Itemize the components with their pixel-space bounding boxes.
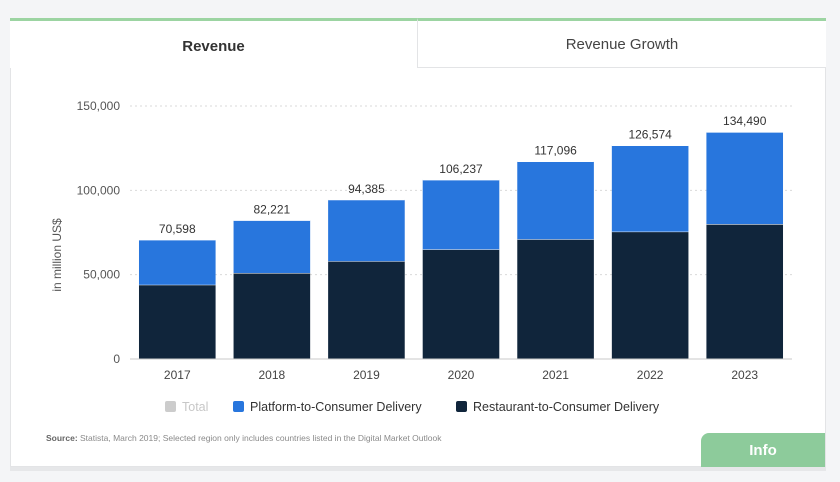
- x-tick-label-2020: 2020: [448, 368, 475, 382]
- bar-platform-to-consumer-delivery-2021[interactable]: [517, 161, 594, 240]
- y-tick-label: 150,000: [77, 99, 121, 113]
- data-label-2018: 82,221: [254, 202, 291, 216]
- x-tick-label-2022: 2022: [637, 368, 664, 382]
- legend-label-total: Total: [182, 400, 209, 414]
- bar-platform-to-consumer-delivery-2023[interactable]: [706, 132, 784, 225]
- data-label-2021: 117,096: [534, 143, 577, 157]
- bar-restaurant-to-consumer-delivery-2023[interactable]: [706, 224, 784, 359]
- legend-swatch-platform-to-consumer: [233, 401, 244, 412]
- source-label: Source:: [46, 433, 78, 443]
- legend-item-platform-to-consumer[interactable]: Platform-to-Consumer Delivery: [233, 397, 422, 417]
- card-bottom-edge: [10, 467, 826, 471]
- bar-platform-to-consumer-delivery-2019[interactable]: [328, 199, 405, 262]
- y-tick-label: 0: [113, 352, 120, 366]
- data-labels: 70,598 82,221 94,385 106,237 117,096 126,574 1…: [159, 114, 767, 236]
- bar-platform-to-consumer-delivery-2018[interactable]: [233, 220, 311, 273]
- bar-platform-to-consumer-delivery-2022[interactable]: [611, 145, 689, 232]
- bar-restaurant-to-consumer-delivery-2017[interactable]: [138, 284, 216, 359]
- data-label-2019: 94,385: [348, 182, 385, 196]
- bar-restaurant-to-consumer-delivery-2018[interactable]: [233, 272, 311, 359]
- x-tick-label-2023: 2023: [731, 368, 758, 382]
- stacked-bar-chart: 70,598 82,221 94,385 106,237 117,096 126,574 1…: [50, 99, 792, 382]
- legend-label-platform-to-consumer: Platform-to-Consumer Delivery: [250, 400, 422, 414]
- data-label-2022: 126,574: [628, 128, 672, 142]
- tab-revenue[interactable]: Revenue: [10, 18, 417, 68]
- legend-item-total[interactable]: Total: [165, 397, 208, 417]
- bar-restaurant-to-consumer-delivery-2021[interactable]: [517, 239, 594, 359]
- data-label-2023: 134,490: [723, 114, 767, 128]
- bar-restaurant-to-consumer-delivery-2019[interactable]: [328, 261, 405, 359]
- data-label-2017: 70,598: [159, 222, 196, 236]
- legend-label-restaurant-to-consumer: Restaurant-to-Consumer Delivery: [473, 400, 660, 414]
- bar-restaurant-to-consumer-delivery-2020[interactable]: [422, 249, 500, 359]
- bar-restaurant-to-consumer-delivery-2022[interactable]: [611, 231, 689, 359]
- bars: [138, 131, 784, 359]
- legend: Total Platform-to-Consumer Delivery Rest…: [10, 397, 826, 417]
- source-note: Source: Statista, March 2019; Selected r…: [46, 433, 441, 443]
- legend-item-restaurant-to-consumer[interactable]: Restaurant-to-Consumer Delivery: [456, 397, 659, 417]
- bar-platform-to-consumer-delivery-2017[interactable]: [138, 239, 216, 285]
- source-text: Statista, March 2019; Selected region on…: [77, 433, 442, 443]
- x-tick-label-2019: 2019: [353, 368, 380, 382]
- data-label-2020: 106,237: [439, 162, 483, 176]
- y-tick-label: 50,000: [83, 268, 120, 282]
- legend-swatch-restaurant-to-consumer: [456, 401, 467, 412]
- y-axis-label: in million US$: [50, 218, 64, 292]
- x-tick-label-2021: 2021: [542, 368, 569, 382]
- tab-revenue-growth[interactable]: Revenue Growth: [417, 18, 826, 68]
- legend-swatch-total: [165, 401, 176, 412]
- x-tick-label-2018: 2018: [259, 368, 286, 382]
- info-button[interactable]: Info: [701, 433, 825, 467]
- axes: 0 50,000 100,000 150,000 2017 2018 2019 2020 202…: [77, 99, 792, 382]
- y-tick-label: 100,000: [77, 183, 121, 197]
- bar-platform-to-consumer-delivery-2020[interactable]: [422, 179, 500, 250]
- x-tick-label-2017: 2017: [164, 368, 191, 382]
